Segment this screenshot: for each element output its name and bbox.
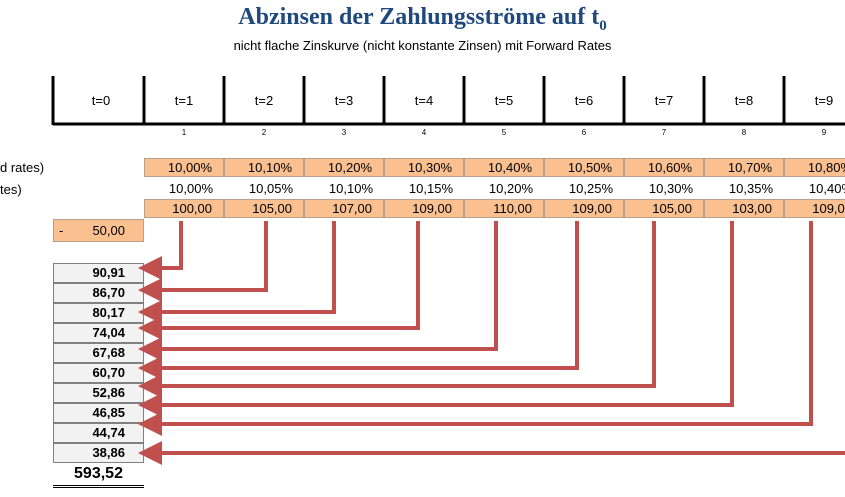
spot-rate-cell: 10,40% xyxy=(808,181,845,196)
page-subtitle: nicht flache Zinskurve (nicht konstante … xyxy=(233,38,612,53)
forward-rate-cell[interactable]: 10,40% xyxy=(464,158,544,177)
cash-flow-cell[interactable]: 109,00 xyxy=(384,199,464,218)
cash-flow-cell[interactable]: 100,00 xyxy=(144,199,224,218)
cash-flow-cell[interactable]: 107,00 xyxy=(304,199,384,218)
discount-arrow xyxy=(138,221,498,361)
forward-rate-cell[interactable]: 10,60% xyxy=(624,158,704,177)
cash-flow-cell[interactable]: 105,00 xyxy=(624,199,704,218)
spot-rate-cell: 10,00% xyxy=(168,181,213,196)
spot-rate-cell: 10,25% xyxy=(568,181,613,196)
present-value-cell: 44,74 xyxy=(53,423,144,443)
page-title: Abzinsen der Zahlungsströme auf t0 xyxy=(238,4,607,34)
period-index: 4 xyxy=(421,128,427,137)
present-value-cell: 46,85 xyxy=(53,403,144,423)
spot-rate-cell: 10,20% xyxy=(488,181,533,196)
cash-flow-cell[interactable]: 105,00 xyxy=(224,199,304,218)
period-label: t=2 xyxy=(254,93,274,108)
period-label: t=1 xyxy=(174,93,194,108)
forward-rate-cell[interactable]: 10,50% xyxy=(544,158,624,177)
cash-flow-cell[interactable]: 109,00 xyxy=(544,199,624,218)
spot-rate-cell: 10,15% xyxy=(408,181,453,196)
cash-flow-cell[interactable]: 109,00 xyxy=(784,199,845,218)
cash-flow-cell[interactable]: 103,00 xyxy=(704,199,784,218)
period-label: t=4 xyxy=(414,93,434,108)
forward-rate-cell[interactable]: 10,20% xyxy=(304,158,384,177)
discount-arrow xyxy=(138,221,268,302)
discount-arrow xyxy=(138,221,183,280)
period-index: 8 xyxy=(741,128,747,137)
initial-value: 50,00 xyxy=(92,223,125,238)
forward-rate-cell[interactable]: 10,30% xyxy=(384,158,464,177)
discount-arrow xyxy=(138,221,656,398)
initial-cash-flow[interactable]: - 50,00 xyxy=(53,219,144,242)
period-index: 7 xyxy=(661,128,667,137)
present-value-cell: 74,04 xyxy=(53,323,144,343)
present-value-cell: 60,70 xyxy=(53,363,144,383)
period-index: 1 xyxy=(181,128,187,137)
period-label: t=7 xyxy=(654,93,674,108)
discount-arrow xyxy=(138,221,336,324)
period-label: t=3 xyxy=(334,93,354,108)
forward-rates-label: d rates) xyxy=(0,160,45,175)
cash-flow-cell[interactable]: 110,00 xyxy=(464,199,544,218)
forward-rate-cell[interactable]: 10,70% xyxy=(704,158,784,177)
period-label: t=8 xyxy=(734,93,754,108)
spot-rate-cell: 10,30% xyxy=(648,181,693,196)
present-value-cell: 80,17 xyxy=(53,303,144,323)
period-index: 6 xyxy=(581,128,587,137)
discount-arrow xyxy=(138,221,420,340)
period-label: t=6 xyxy=(574,93,594,108)
spot-rate-cell: 10,10% xyxy=(328,181,373,196)
forward-rate-cell[interactable]: 10,00% xyxy=(144,158,224,177)
period-index: 2 xyxy=(261,128,267,137)
present-value-cell: 86,70 xyxy=(53,283,144,303)
discount-arrow xyxy=(138,221,813,436)
total-present-value: 593,52 xyxy=(53,462,144,488)
spot-rate-cell: 10,35% xyxy=(728,181,773,196)
spot-rate-cell: 10,05% xyxy=(248,181,293,196)
spot-rates-label: tes) xyxy=(0,182,22,197)
discount-arrow xyxy=(138,221,579,380)
period-label: t=5 xyxy=(494,93,514,108)
present-value-cell: 90,91 xyxy=(53,263,144,283)
discount-arrow xyxy=(138,221,734,417)
period-index: 3 xyxy=(341,128,347,137)
period-index: 9 xyxy=(821,128,827,137)
present-value-cell: 52,86 xyxy=(53,383,144,403)
period-label: t=9 xyxy=(814,93,834,108)
forward-rate-cell[interactable]: 10,80% xyxy=(784,158,845,177)
initial-sign: - xyxy=(59,223,64,238)
period-label: t=0 xyxy=(91,93,111,108)
period-index: 5 xyxy=(501,128,507,137)
forward-rate-cell[interactable]: 10,10% xyxy=(224,158,304,177)
